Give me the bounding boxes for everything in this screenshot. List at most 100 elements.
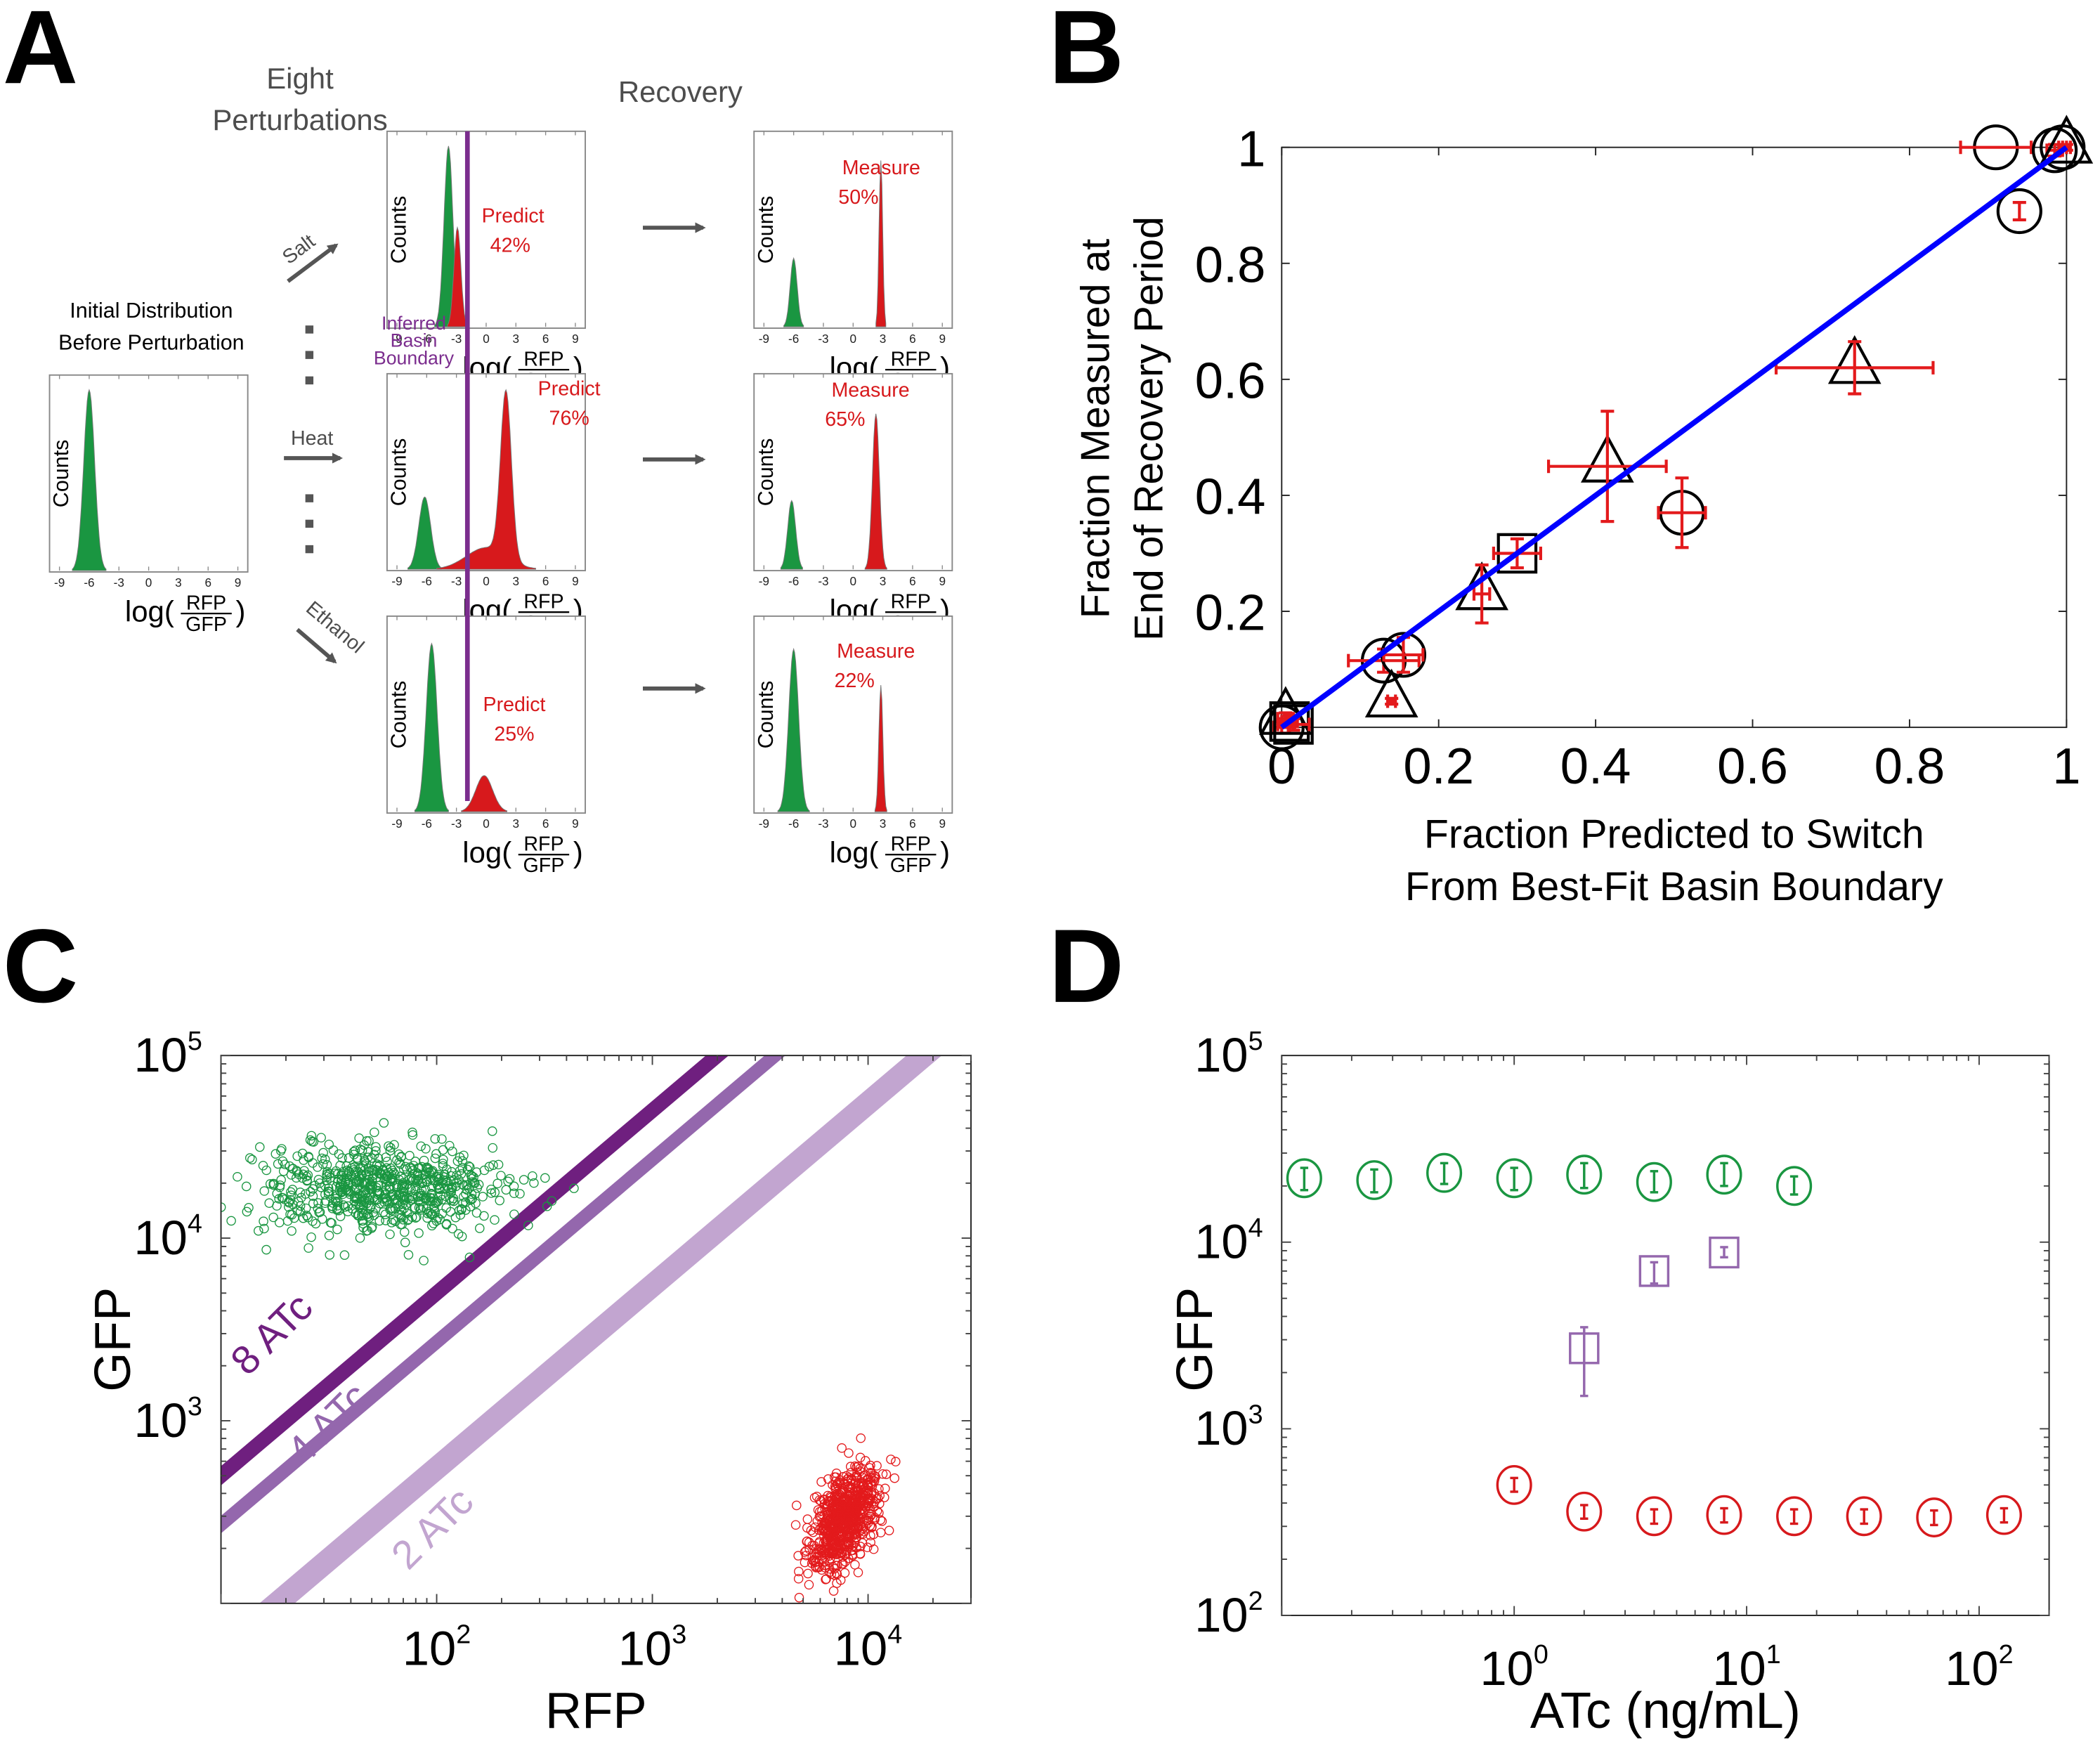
x-axis-label: RFP — [545, 1682, 647, 1739]
cell-point — [292, 1167, 302, 1177]
plot-frame — [220, 1055, 972, 1604]
cell-point — [803, 1568, 813, 1579]
cell-point — [379, 1169, 390, 1179]
cell-point — [855, 1463, 866, 1473]
cell-point — [394, 1149, 404, 1159]
cell-point — [340, 1183, 351, 1193]
cell-point — [851, 1471, 861, 1481]
cell-point — [504, 1173, 515, 1184]
cell-point — [452, 1178, 462, 1187]
y-axis-label: GFP — [1166, 1287, 1223, 1392]
x-tick-label: -9 — [391, 332, 402, 346]
cell-point — [286, 1170, 296, 1180]
x-tick-label: -9 — [54, 575, 65, 590]
y-tick-label: 0.6 — [1195, 353, 1266, 410]
cell-point — [427, 1196, 437, 1206]
cell-point — [844, 1531, 855, 1542]
cell-point — [412, 1170, 423, 1180]
x-tick-label: -9 — [759, 332, 769, 346]
cell-point — [488, 1160, 498, 1170]
x-tick-label: 0 — [850, 574, 857, 588]
cell-point — [842, 1494, 852, 1504]
circle-marker — [1636, 1496, 1672, 1537]
x-tick-label: -3 — [818, 574, 828, 588]
cell-point — [814, 1547, 824, 1558]
cell-point — [306, 1131, 317, 1141]
cell-point — [350, 1185, 360, 1195]
cell-point — [323, 1186, 333, 1197]
cell-point — [853, 1485, 863, 1496]
hist-frame — [753, 130, 953, 329]
cell-point — [274, 1218, 285, 1228]
y-tick-label: 1 — [1237, 120, 1265, 177]
x-tick-label: 102 — [403, 1620, 471, 1676]
cell-point — [804, 1544, 814, 1554]
cell-point — [793, 1573, 804, 1584]
chart-d: 100 101 102 102 103 104 105 ATc (ng/mL) GFP — [1166, 1026, 2050, 1739]
cell-point — [867, 1509, 877, 1519]
cell-point — [407, 1130, 418, 1140]
cell-point — [386, 1143, 396, 1153]
cell-point — [259, 1223, 269, 1234]
cell-point — [386, 1218, 397, 1228]
cell-point — [821, 1574, 831, 1584]
cell-point — [344, 1178, 353, 1187]
cell-point — [355, 1164, 365, 1174]
red-population-area — [461, 775, 508, 812]
cell-point — [316, 1133, 326, 1143]
perturbation-salt: Salt — [278, 230, 339, 283]
cell-point — [305, 1135, 315, 1145]
cell-point — [835, 1575, 846, 1585]
cell-point — [407, 1127, 417, 1138]
y-tick-label: 104 — [1194, 1213, 1263, 1269]
cell-point — [855, 1549, 866, 1559]
cell-point — [464, 1252, 475, 1263]
circle-marker — [1426, 1152, 1463, 1193]
y-axis-label: Counts — [754, 438, 778, 507]
cell-point — [842, 1474, 852, 1484]
cell-point — [868, 1544, 879, 1554]
data-point — [1638, 1255, 1670, 1287]
cell-point — [301, 1203, 311, 1213]
cell-point — [493, 1159, 504, 1170]
cell-point — [344, 1153, 354, 1163]
circle-marker — [1566, 1154, 1603, 1195]
cell-point — [802, 1514, 813, 1524]
cell-point — [862, 1494, 873, 1504]
x-tick-label: 9 — [939, 816, 946, 831]
cell-point — [269, 1179, 279, 1189]
y-tick-label: 105 — [134, 1026, 202, 1082]
cell-point — [486, 1188, 497, 1198]
panel-letter-b: B — [1049, 0, 1124, 105]
cell-point — [353, 1154, 363, 1165]
cell-point — [332, 1224, 342, 1235]
cell-point — [868, 1529, 879, 1540]
cell-point — [254, 1225, 263, 1236]
square-marker — [1638, 1255, 1670, 1287]
boundary-label-line2: Basin — [391, 330, 438, 351]
cell-point — [509, 1188, 519, 1199]
green-population-area — [783, 256, 804, 327]
data-point — [1985, 1495, 2022, 1535]
y-tick-label: 104 — [134, 1209, 202, 1265]
cell-point — [421, 1144, 431, 1154]
x-tick-label: 0.4 — [1560, 738, 1631, 795]
cell-point — [313, 1198, 323, 1208]
cell-point — [808, 1527, 819, 1537]
cell-point — [874, 1508, 884, 1518]
cell-point — [241, 1181, 252, 1192]
cell-point — [433, 1196, 443, 1206]
cell-point — [435, 1214, 445, 1225]
data-point — [1916, 1497, 1952, 1537]
cell-point — [461, 1189, 471, 1199]
cell-point — [395, 1199, 405, 1210]
cell-point — [325, 1250, 335, 1260]
cell-point — [495, 1195, 504, 1206]
cell-point — [344, 1167, 353, 1177]
hist-frame — [386, 130, 586, 329]
cell-point — [471, 1167, 482, 1177]
cell-point — [396, 1159, 405, 1169]
x-label-close: ) — [573, 836, 583, 869]
